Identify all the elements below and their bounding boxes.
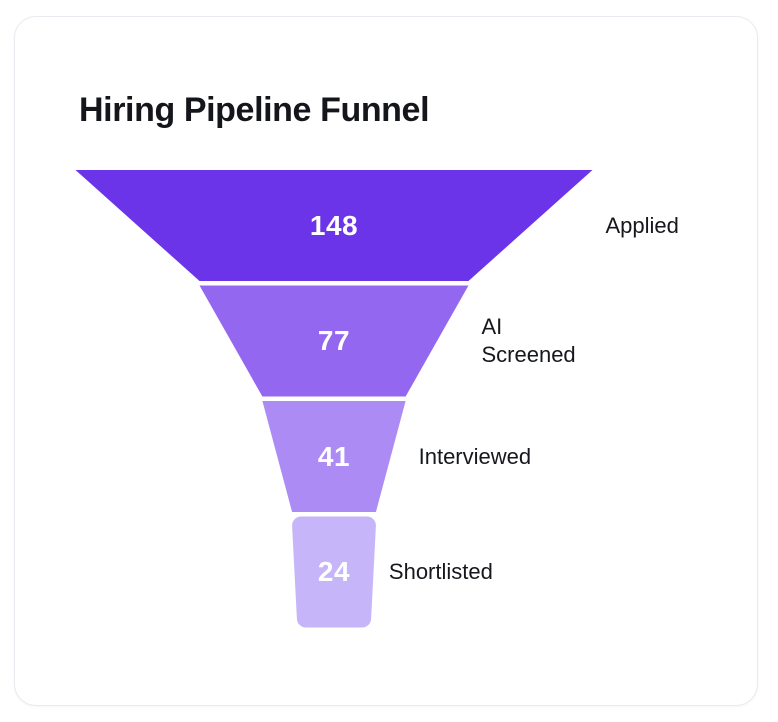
funnel-segment-applied[interactable] <box>75 170 593 281</box>
chart-title: Hiring Pipeline Funnel <box>79 91 430 129</box>
funnel-segment-interviewed[interactable] <box>262 401 406 512</box>
funnel-segment-ai-screened[interactable] <box>199 285 469 397</box>
funnel-segment-shortlisted[interactable] <box>292 516 376 628</box>
